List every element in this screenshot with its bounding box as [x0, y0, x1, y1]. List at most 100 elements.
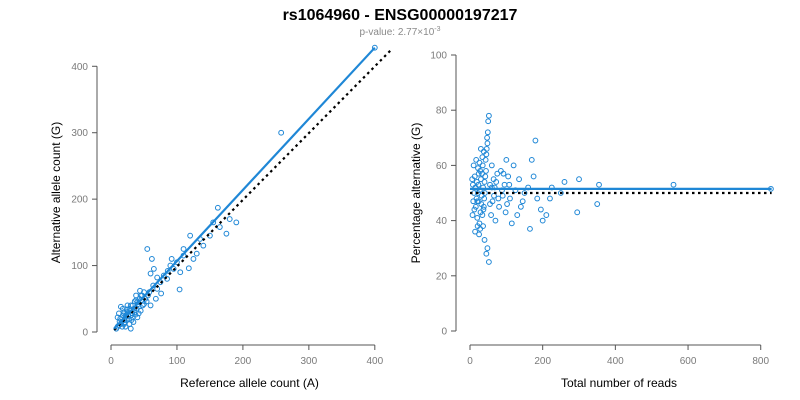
data-point — [478, 192, 485, 199]
x-axis-title: Total number of reads — [561, 376, 677, 390]
data-point — [488, 212, 494, 218]
data-point — [557, 190, 564, 196]
data-point — [147, 302, 154, 309]
data-point — [493, 179, 500, 185]
data-point — [475, 165, 481, 172]
data-point — [233, 219, 240, 226]
data-point — [150, 265, 157, 272]
data-point — [484, 245, 491, 252]
y-tick-label: 40 — [436, 216, 448, 227]
data-point — [470, 162, 477, 169]
data-point — [474, 198, 481, 205]
data-point — [474, 179, 480, 185]
data-point — [123, 306, 130, 313]
data-point — [508, 220, 515, 227]
y-tick-label: 100 — [430, 51, 447, 62]
data-point — [505, 173, 512, 180]
data-point — [530, 173, 537, 180]
data-point — [137, 287, 143, 294]
data-point — [492, 217, 499, 224]
data-point — [519, 198, 526, 205]
x-axis-title: Reference allele count (A) — [180, 376, 319, 390]
data-point — [480, 223, 486, 230]
data-point — [503, 156, 510, 163]
panel-percentage-alternative: 0 20 40 60 80 100 0 200 400 600 800 Total number of… — [409, 51, 774, 390]
data-point — [152, 295, 159, 302]
x-tick-label: 0 — [467, 356, 473, 367]
panel-allele-counts: 0 100 200 300 400 0 100 200 300 400 Reference alle… — [49, 44, 393, 390]
data-point — [148, 256, 155, 262]
data-point — [475, 170, 482, 177]
reference-line — [113, 48, 393, 331]
y-tick-label: 0 — [82, 328, 88, 339]
data-point — [561, 179, 568, 185]
data-point — [226, 216, 233, 222]
data-point — [485, 118, 492, 125]
data-point — [164, 267, 171, 274]
chart-title: rs1064960 - ENSG00000197217 — [283, 7, 518, 24]
data-point — [478, 145, 484, 152]
x-tick-label: 300 — [301, 356, 318, 367]
data-point — [532, 137, 539, 144]
data-point — [487, 201, 493, 207]
data-point — [477, 225, 484, 232]
x-tick-label: 600 — [680, 356, 697, 367]
y-tick-label: 100 — [71, 261, 88, 272]
subtitle-text: p-value: 2.77×10 — [359, 27, 434, 38]
data-point — [132, 311, 139, 318]
data-point — [534, 195, 541, 202]
y-tick-label: 0 — [441, 327, 447, 338]
x-tick-label: 200 — [534, 356, 551, 367]
data-point — [158, 290, 165, 297]
data-point — [510, 162, 517, 169]
data-point — [494, 170, 501, 177]
data-point — [124, 302, 131, 309]
data-point — [479, 154, 486, 161]
y-tick-label: 20 — [436, 271, 448, 282]
data-point — [483, 250, 490, 257]
data-point — [472, 228, 478, 235]
data-point — [127, 325, 134, 332]
y-axis-title: Alternative allele count (G) — [49, 122, 63, 263]
data-point — [119, 323, 126, 330]
data-point — [216, 224, 223, 230]
data-point — [144, 246, 151, 252]
data-point — [484, 129, 491, 136]
data-point — [278, 129, 285, 136]
data-point — [483, 168, 489, 174]
y-tick-label: 400 — [71, 62, 88, 73]
data-point — [500, 170, 507, 177]
data-point — [481, 237, 488, 243]
data-point — [187, 232, 194, 239]
data-point — [501, 181, 508, 188]
data-point — [574, 209, 581, 216]
data-point — [470, 181, 476, 188]
y-axis-title: Percentage alternative (G) — [409, 123, 423, 264]
data-point — [470, 198, 477, 205]
data-point — [223, 230, 230, 237]
data-point — [670, 181, 677, 188]
data-point — [527, 225, 533, 232]
data-point — [484, 140, 491, 147]
data-point — [475, 190, 481, 196]
data-point — [371, 44, 378, 51]
x-tick-label: 100 — [169, 356, 186, 367]
data-point — [507, 195, 513, 202]
data-point — [472, 203, 479, 210]
chart-subtitle: p-value: 2.77×10-3 — [359, 26, 440, 38]
data-point — [214, 204, 221, 211]
data-point — [180, 246, 187, 252]
subtitle-exponent: -3 — [434, 26, 440, 33]
y-tick-label: 80 — [436, 106, 448, 117]
data-point — [168, 256, 175, 262]
data-point — [190, 256, 197, 262]
data-point — [499, 192, 506, 199]
x-tick-label: 400 — [607, 356, 624, 367]
data-point — [491, 192, 497, 199]
data-point — [476, 159, 483, 166]
data-point — [517, 203, 524, 210]
data-point — [474, 214, 481, 221]
data-point — [528, 156, 535, 163]
data-point — [469, 212, 476, 218]
